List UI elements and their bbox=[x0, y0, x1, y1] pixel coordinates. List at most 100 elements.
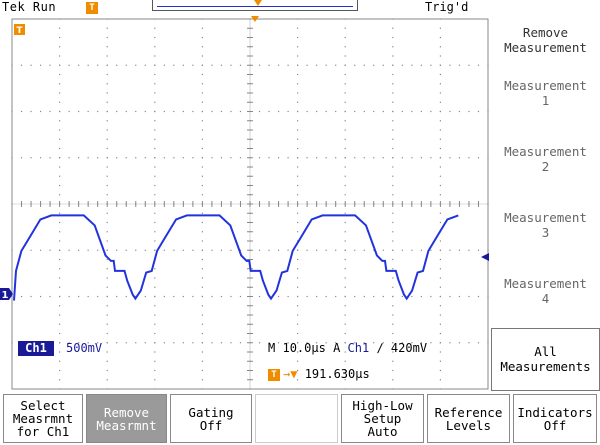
grid-dot bbox=[106, 138, 108, 140]
gating-button[interactable]: Gating Off bbox=[170, 394, 252, 443]
grid-dot bbox=[392, 286, 394, 288]
grid-dot bbox=[78, 64, 80, 66]
grid-dot bbox=[20, 295, 23, 298]
grid-dot bbox=[106, 295, 108, 298]
select-measurement-button[interactable]: Select Measrmnt for Ch1 bbox=[3, 394, 83, 443]
grid-dot bbox=[87, 249, 89, 251]
grid-dot bbox=[392, 194, 394, 196]
grid-dot bbox=[382, 64, 384, 66]
trigger-position-icon: T bbox=[86, 2, 98, 14]
grid-dot bbox=[468, 110, 470, 113]
grid-dot bbox=[392, 351, 394, 353]
grid-dot bbox=[401, 64, 403, 66]
grid-dot bbox=[59, 231, 61, 233]
grid-dot bbox=[154, 64, 156, 66]
grid-dot bbox=[363, 157, 365, 159]
grid-dot bbox=[430, 249, 432, 251]
grid-dot bbox=[182, 342, 184, 344]
grid-dot bbox=[449, 64, 451, 66]
waveform-display[interactable]: T 1 bbox=[0, 16, 490, 391]
grid-dot bbox=[335, 249, 337, 251]
grid-dot bbox=[201, 184, 203, 187]
grid-dot bbox=[354, 295, 356, 298]
grid-dot bbox=[59, 147, 61, 150]
grid-dot bbox=[439, 323, 441, 325]
grid-dot bbox=[477, 157, 480, 159]
trigger-status: Trig'd bbox=[425, 0, 469, 14]
grid-dot bbox=[277, 342, 280, 344]
grid-dot bbox=[297, 36, 299, 39]
grid-dot bbox=[182, 64, 184, 66]
ch1-ground-marker-icon[interactable] bbox=[0, 288, 13, 300]
grid-dot bbox=[344, 221, 346, 224]
grid-dot bbox=[154, 92, 156, 94]
grid-dot bbox=[144, 110, 146, 113]
grid-dot bbox=[39, 64, 42, 66]
measurement-4-button[interactable]: Measurement 4 bbox=[504, 276, 587, 306]
grid-dot bbox=[192, 64, 194, 66]
grid-dot bbox=[392, 175, 394, 177]
grid-dot bbox=[297, 258, 299, 261]
grid-dot bbox=[344, 101, 346, 103]
grid-dot bbox=[173, 249, 175, 251]
empty-menu-button[interactable] bbox=[255, 394, 338, 443]
remove-measurement-button[interactable]: Remove Measrmnt bbox=[86, 394, 167, 443]
trigger-level-marker-icon[interactable] bbox=[481, 253, 489, 261]
measurement-3-button[interactable]: Measurement 3 bbox=[504, 210, 587, 240]
grid-dot bbox=[439, 18, 441, 20]
grid-dot bbox=[125, 110, 127, 113]
grid-dot bbox=[344, 332, 346, 335]
grid-dot bbox=[392, 36, 394, 39]
grid-dot bbox=[97, 157, 99, 159]
grid-dot bbox=[201, 18, 203, 20]
grid-dot bbox=[78, 110, 80, 113]
grid-dot bbox=[392, 379, 394, 381]
grid-dot bbox=[201, 351, 203, 353]
grid-dot bbox=[439, 157, 441, 159]
grid-dot bbox=[439, 342, 441, 344]
grid-dot bbox=[59, 27, 61, 29]
measurement-2-button[interactable]: Measurement 2 bbox=[504, 144, 587, 174]
grid-dot bbox=[477, 110, 480, 113]
grid-dot bbox=[258, 64, 261, 66]
grid-dot bbox=[392, 342, 394, 344]
grid-dot bbox=[392, 388, 394, 390]
grid-dot bbox=[344, 157, 346, 159]
grid-dot bbox=[68, 342, 70, 344]
grid-dot bbox=[201, 46, 203, 48]
grid-dot bbox=[297, 184, 299, 187]
ch1-label[interactable]: Ch1 bbox=[18, 341, 54, 356]
all-measurements-button[interactable]: All Measurements bbox=[491, 328, 600, 391]
grid-dot bbox=[230, 342, 232, 344]
high-low-setup-button[interactable]: High-Low Setup Auto bbox=[341, 394, 424, 443]
grid-dot bbox=[68, 249, 70, 251]
grid-dot bbox=[11, 64, 13, 66]
grid-dot bbox=[154, 175, 156, 177]
grid-dot bbox=[106, 194, 108, 196]
grid-dot bbox=[411, 342, 413, 344]
grid-dot bbox=[59, 110, 61, 113]
grid-dot bbox=[230, 64, 232, 66]
indicators-button[interactable]: Indicators Off bbox=[513, 394, 597, 443]
grid-dot bbox=[154, 286, 156, 288]
reference-levels-button[interactable]: Reference Levels bbox=[427, 394, 510, 443]
grid-dot bbox=[97, 342, 99, 344]
grid-dot bbox=[106, 360, 108, 362]
grid-dot bbox=[173, 295, 175, 298]
grid-dot bbox=[220, 342, 223, 344]
grid-dot bbox=[344, 258, 346, 261]
grid-dot bbox=[344, 277, 346, 279]
grid-dot bbox=[363, 249, 365, 251]
grid-dot bbox=[439, 360, 441, 362]
grid-dot bbox=[277, 249, 280, 251]
grid-dot bbox=[106, 73, 108, 76]
measurement-1-button[interactable]: Measurement 1 bbox=[504, 78, 587, 108]
grid-dot bbox=[430, 295, 432, 298]
grid-dot bbox=[59, 175, 61, 177]
grid-dot bbox=[401, 295, 403, 298]
grid-dot bbox=[297, 305, 299, 307]
grid-dot bbox=[439, 332, 441, 335]
grid-dot bbox=[268, 157, 270, 159]
grid-dot bbox=[373, 157, 375, 159]
grid-dot bbox=[439, 314, 441, 316]
